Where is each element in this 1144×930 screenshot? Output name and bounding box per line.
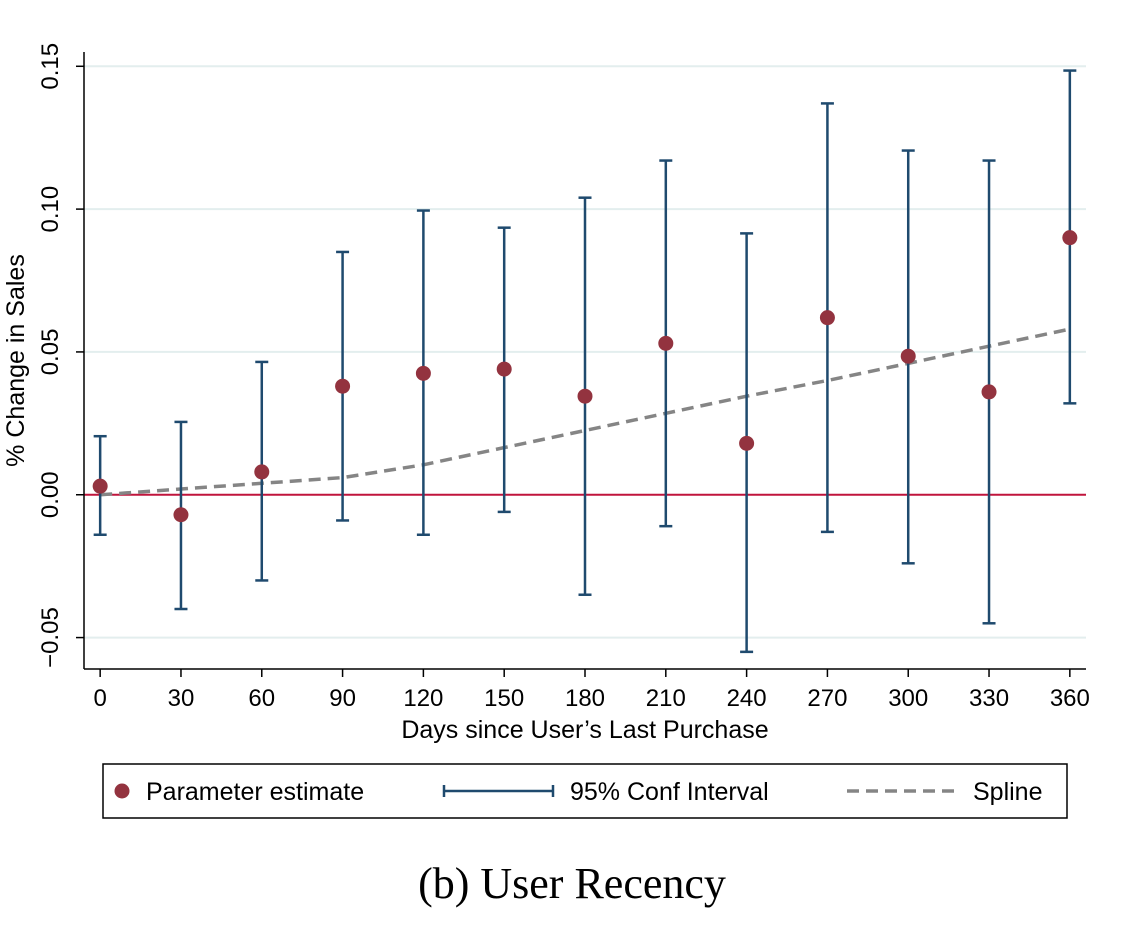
data-point xyxy=(819,310,835,326)
x-tick-label: 240 xyxy=(727,685,767,712)
data-point xyxy=(415,365,431,381)
y-tick-label: 0.05 xyxy=(37,329,64,376)
x-tick-label: 360 xyxy=(1050,685,1090,712)
x-tick-label: 120 xyxy=(403,685,443,712)
x-tick-label: 90 xyxy=(329,685,356,712)
data-point xyxy=(900,348,916,364)
data-point xyxy=(981,384,997,400)
y-tick-label: −0.05 xyxy=(37,607,64,668)
x-tick-label: 330 xyxy=(969,685,1009,712)
x-tick-label: 270 xyxy=(807,685,847,712)
chart: −0.05 0.00 0.05 0.10 0.15 0 30 60 90 120 150 180 21… xyxy=(2,43,1090,819)
x-tick-label: 30 xyxy=(168,685,195,712)
data-point xyxy=(577,388,593,404)
y-tick-labels: −0.05 0.00 0.05 0.10 0.15 xyxy=(37,43,64,668)
legend-point-marker xyxy=(114,783,130,799)
y-tick-label: 0.10 xyxy=(37,186,64,233)
data-point xyxy=(739,435,755,451)
data-point xyxy=(658,335,674,351)
x-axis-title: Days since User’s Last Purchase xyxy=(401,716,768,744)
y-tick-label: 0.00 xyxy=(37,471,64,518)
parameter-estimate-series xyxy=(92,230,1078,523)
x-tick-label: 180 xyxy=(565,685,605,712)
confidence-interval-series xyxy=(93,69,1077,654)
legend-label-parameter-estimate: Parameter estimate xyxy=(146,778,364,806)
x-tick-labels: 0 30 60 90 120 150 180 210 240 270 300 330 360 xyxy=(93,685,1089,712)
data-point xyxy=(173,507,189,523)
figure-caption: (b) User Recency xyxy=(418,859,726,908)
x-tick-label: 150 xyxy=(484,685,524,712)
y-tick-label: 0.15 xyxy=(37,43,64,90)
axes xyxy=(76,52,1086,677)
x-tick-label: 210 xyxy=(646,685,686,712)
x-tick-label: 300 xyxy=(888,685,928,712)
x-tick-label: 60 xyxy=(248,685,275,712)
legend-errorbar-marker xyxy=(442,785,555,797)
y-axis-title: % Change in Sales xyxy=(2,254,30,467)
legend: Parameter estimate 95% Conf Interval Spl… xyxy=(102,763,1068,819)
data-point xyxy=(496,361,512,377)
data-point xyxy=(335,378,351,394)
data-point xyxy=(92,478,108,494)
data-point xyxy=(1062,230,1078,246)
x-tick-label: 0 xyxy=(93,685,106,712)
legend-label-conf-interval: 95% Conf Interval xyxy=(570,778,769,806)
data-point xyxy=(254,464,270,480)
legend-label-spline: Spline xyxy=(973,778,1043,806)
